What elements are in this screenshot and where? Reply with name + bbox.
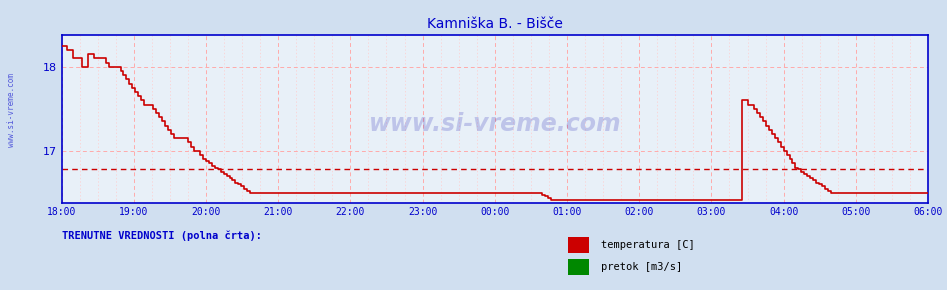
Text: pretok [m3/s]: pretok [m3/s]	[601, 262, 683, 272]
Title: Kamniška B. - Bišče: Kamniška B. - Bišče	[427, 17, 563, 31]
Text: www.si-vreme.com: www.si-vreme.com	[368, 112, 621, 136]
Text: temperatura [C]: temperatura [C]	[601, 240, 695, 250]
Text: www.si-vreme.com: www.si-vreme.com	[7, 73, 16, 147]
Text: TRENUTNE VREDNOSTI (polna črta):: TRENUTNE VREDNOSTI (polna črta):	[62, 231, 261, 241]
